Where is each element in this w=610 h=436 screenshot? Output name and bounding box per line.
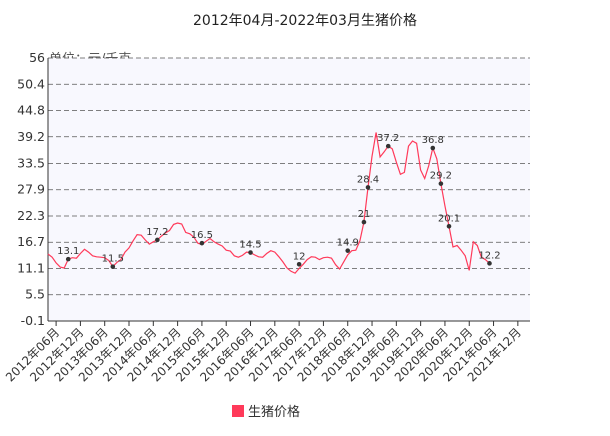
data-point-marker (155, 237, 160, 243)
chart-title: 2012年04月-2022年03月生猪价格 (193, 13, 417, 29)
data-label: 11.5 (102, 254, 124, 265)
data-point-marker (487, 261, 492, 266)
data-label: 28.4 (357, 174, 379, 185)
data-label: 29.2 (430, 171, 452, 182)
y-tick-label: 5.5 (25, 287, 45, 302)
y-tick-label: 50.4 (17, 76, 45, 91)
data-label: 13.1 (57, 246, 79, 257)
data-point-marker (361, 219, 367, 225)
y-tick-label: 33.5 (17, 155, 45, 170)
data-point-marker (365, 185, 371, 190)
data-point-marker (438, 181, 444, 186)
data-label: 16.5 (191, 230, 213, 241)
data-point-marker (110, 264, 116, 269)
data-label: 12 (293, 251, 306, 262)
y-tick-label: 22.3 (17, 208, 45, 223)
data-label: 36.8 (422, 135, 444, 146)
data-label: 37.2 (377, 133, 399, 144)
data-label: 14.5 (239, 240, 261, 251)
y-tick-label: 39.2 (17, 129, 45, 144)
y-tick-label: 11.1 (17, 260, 45, 275)
data-label: 17.2 (146, 227, 168, 238)
data-point-marker (385, 143, 391, 149)
y-tick-label: 44.8 (17, 103, 45, 118)
legend-label: 生猪价格 (248, 405, 301, 420)
data-point-marker (248, 250, 253, 255)
y-tick-label: 27.9 (17, 182, 45, 197)
y-tick-label: -0.1 (21, 313, 45, 328)
y-tick-label: 56 (29, 50, 45, 65)
data-label: 12.2 (478, 250, 500, 261)
data-point-marker (296, 261, 302, 267)
legend[interactable]: 生猪价格 (232, 401, 300, 420)
data-point-marker (446, 224, 452, 229)
data-label: 21 (358, 209, 371, 220)
legend-swatch (232, 404, 244, 417)
y-tick-label: 16.7 (17, 234, 45, 249)
data-label: 14.9 (337, 238, 359, 249)
data-label: 20.1 (438, 213, 460, 224)
series-line (47, 132, 490, 274)
data-point-marker (430, 145, 436, 151)
data-point-marker (199, 240, 205, 246)
data-point-marker (65, 256, 71, 262)
data-point-marker (345, 248, 351, 253)
